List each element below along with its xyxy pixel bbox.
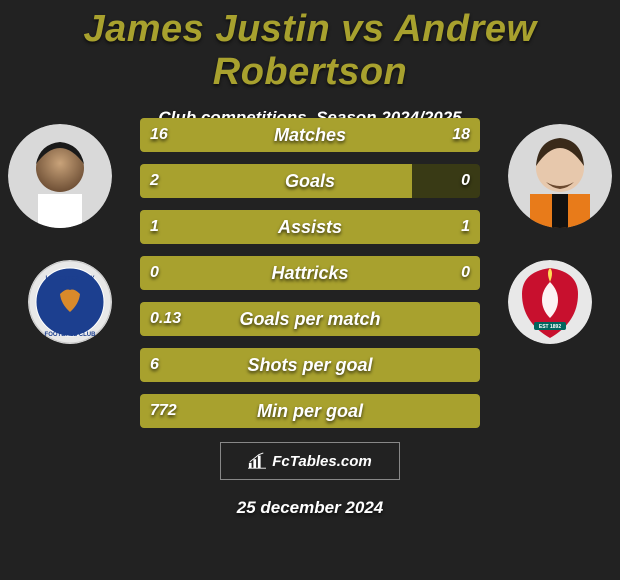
- player-right-avatar: [508, 124, 612, 228]
- club-right-badge: EST 1892: [508, 260, 592, 344]
- player-left-avatar: [8, 124, 112, 228]
- stat-label: Hattricks: [140, 256, 480, 290]
- stat-row: 0.13Goals per match: [140, 302, 480, 336]
- stats-bars: 1618Matches 20Goals 11Assists 00Hattricks 0.…: [140, 118, 480, 440]
- stat-row: 11Assists: [140, 210, 480, 244]
- stat-label: Shots per goal: [140, 348, 480, 382]
- stat-label: Assists: [140, 210, 480, 244]
- svg-text:LEICESTER CITY: LEICESTER CITY: [45, 276, 94, 282]
- stat-row: 20Goals: [140, 164, 480, 198]
- stat-label: Min per goal: [140, 394, 480, 428]
- page-title: James Justin vs Andrew Robertson: [0, 0, 620, 94]
- stat-row: 772Min per goal: [140, 394, 480, 428]
- brand-box: FcTables.com: [220, 442, 400, 480]
- svg-text:EST 1892: EST 1892: [539, 324, 561, 330]
- club-left-badge: LEICESTER CITY FOOTBALL CLUB: [28, 260, 112, 344]
- svg-text:FOOTBALL CLUB: FOOTBALL CLUB: [45, 332, 97, 338]
- stat-label: Goals per match: [140, 302, 480, 336]
- stat-row: 1618Matches: [140, 118, 480, 152]
- brand-text: FcTables.com: [272, 453, 371, 470]
- stat-row: 00Hattricks: [140, 256, 480, 290]
- stat-row: 6Shots per goal: [140, 348, 480, 382]
- bar-chart-icon: [248, 452, 266, 470]
- stat-label: Goals: [140, 164, 480, 198]
- stat-label: Matches: [140, 118, 480, 152]
- footer-date: 25 december 2024: [0, 498, 620, 518]
